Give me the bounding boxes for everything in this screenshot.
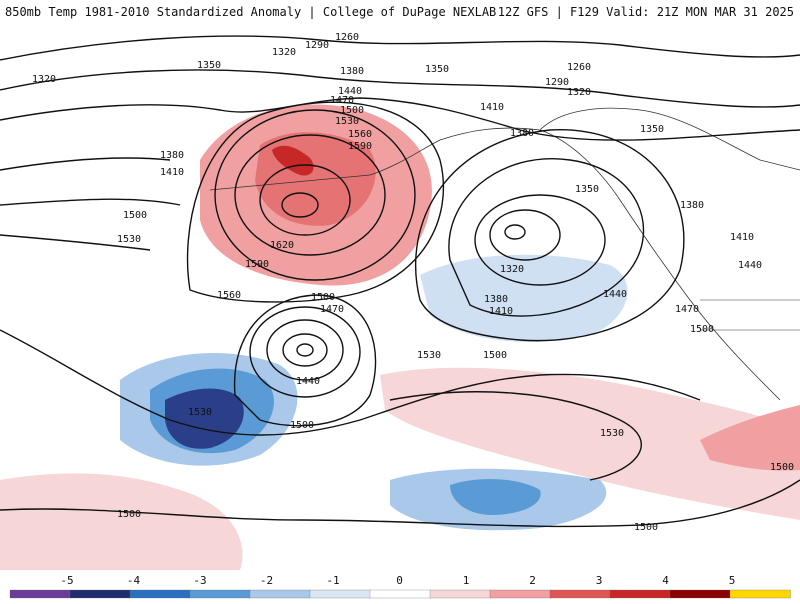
contour-label: 1530	[600, 428, 624, 439]
contour-label: 1530	[188, 407, 212, 418]
contour-label: 1530	[417, 350, 441, 361]
warm-anomaly-max	[272, 145, 314, 176]
contour-label: 1500	[117, 509, 141, 520]
contour-label: 1260	[567, 62, 591, 73]
colorbar-tick-label: 0	[396, 574, 403, 587]
contour-label: 1410	[480, 102, 504, 113]
anomaly-colorbar: -5 -4 -3 -2 -1 0 1 2 3 4 5	[0, 570, 800, 600]
coastlines	[209, 107, 800, 401]
contour-label: 1320	[500, 264, 524, 275]
colorbar-tick-label: -3	[193, 574, 207, 587]
warm-anomaly-east	[380, 367, 800, 520]
contour-label: 1290	[545, 77, 569, 88]
colorbar-tick-label: -5	[60, 574, 74, 587]
map-header: 850mb Temp 1981-2010 Standardized Anomal…	[0, 0, 800, 24]
contour-label: 1500	[340, 105, 364, 116]
contour-label: 1440	[603, 289, 627, 300]
colorbar-swatch	[669, 589, 731, 599]
colorbar-swatch	[129, 589, 191, 599]
colorbar-swatch	[189, 589, 251, 599]
contour-label: 1530	[335, 116, 359, 127]
cold-anomaly-south	[450, 478, 541, 515]
colorbar-tick-label: -2	[259, 574, 274, 587]
contour-label: 1500	[634, 522, 658, 533]
contour-label: 1500	[290, 420, 314, 431]
contour-label: 1470	[330, 95, 354, 106]
contour-label: 1320	[567, 87, 591, 98]
contour-label: 1590	[245, 259, 269, 270]
warm-anomaly-mexico	[700, 405, 800, 471]
contour-label: 1500	[690, 324, 714, 335]
colorbar-swatch	[369, 589, 431, 599]
colorbar-swatch	[729, 589, 791, 599]
contour-label: 1410	[730, 232, 754, 243]
contour-label: 1530	[117, 234, 141, 245]
cool-anomaly-pacific-nw	[420, 254, 628, 343]
colorbar-swatch	[549, 589, 611, 599]
contour-label: 1320	[272, 47, 296, 58]
contour-label: 1290	[305, 40, 329, 51]
warm-anomaly-southwest	[0, 473, 243, 570]
contour-label: 1410	[160, 167, 184, 178]
contour-label: 1410	[489, 306, 513, 317]
contour-label: 1440	[338, 86, 362, 97]
colorbar-tick-label: 4	[662, 574, 669, 587]
contour-label: 1500	[770, 462, 794, 473]
contour-label: 1380	[680, 200, 704, 211]
colorbar-swatch	[309, 589, 371, 599]
contour-label: 1620	[270, 240, 294, 251]
contour-label: 1500	[483, 350, 507, 361]
contour-label: 1380	[510, 128, 534, 139]
contour-label: 1560	[348, 129, 372, 140]
contour-label: 1380	[484, 294, 508, 305]
colorbar-tick-label: -4	[126, 574, 141, 587]
contour-labels: 1260 1290 1320 1260 1290 1320 1320 1350 …	[32, 32, 794, 533]
colorbar-graphic	[9, 589, 791, 599]
colorbar-tick-label: 2	[529, 574, 536, 587]
contour-label: 1470	[675, 304, 699, 315]
contour-label: 1590	[348, 141, 372, 152]
contour-label: 1350	[425, 64, 449, 75]
contour-label: 1500	[123, 210, 147, 221]
colorbar-tick-label: 1	[462, 574, 470, 587]
contour-label: 1440	[296, 376, 320, 387]
contour-label: 1260	[335, 32, 359, 43]
contour-label: 1380	[340, 66, 364, 77]
contour-label: 1470	[320, 304, 344, 315]
colorbar-swatch	[489, 589, 551, 599]
contour-label: 1350	[197, 60, 221, 71]
weather-map: 1260 1290 1320 1260 1290 1320 1320 1350 …	[0, 24, 800, 570]
colorbar-swatch	[609, 589, 671, 599]
colorbar-swatch	[9, 589, 71, 599]
contour-label: 1320	[32, 74, 56, 85]
colorbar-swatch	[429, 589, 491, 599]
colorbar-swatch	[69, 589, 131, 599]
map-canvas: 1260 1290 1320 1260 1290 1320 1320 1350 …	[0, 32, 800, 570]
contour-label: 1350	[575, 184, 599, 195]
colorbar-tick-label: 5	[728, 574, 736, 587]
contour-label: 1350	[640, 124, 664, 135]
contour-label: 1500	[311, 292, 335, 303]
height-contours	[0, 35, 800, 528]
colorbar-tick-label: -1	[326, 574, 340, 587]
model-valid-time: 12Z GFS | F129 Valid: 21Z MON MAR 31 202…	[497, 5, 794, 19]
colorbar-swatch	[249, 589, 311, 599]
contour-label: 1560	[217, 290, 241, 301]
contour-label: 1440	[738, 260, 762, 271]
cold-anomaly-core	[165, 388, 244, 449]
map-title: 850mb Temp 1981-2010 Standardized Anomal…	[5, 5, 497, 19]
contour-label: 1380	[160, 150, 184, 161]
anomaly-shading	[0, 104, 800, 570]
colorbar-tick-label: 3	[595, 574, 603, 587]
